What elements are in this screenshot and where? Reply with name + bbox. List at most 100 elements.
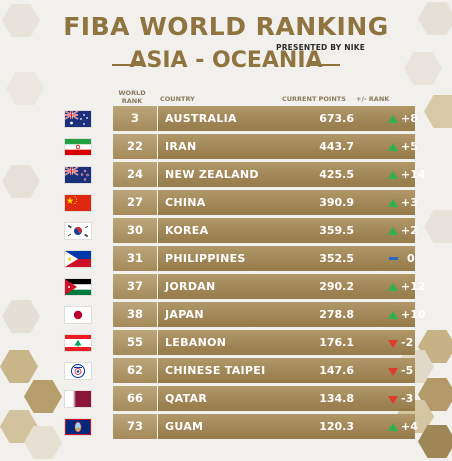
country-name: NEW ZEALAND [165, 168, 259, 181]
arrow-up-icon [388, 199, 398, 207]
current-points: 176.1 [319, 336, 354, 349]
current-points: 673.6 [319, 112, 354, 125]
arrow-down-icon [388, 340, 398, 348]
country-name: PHILIPPINES [165, 252, 246, 265]
row-data: AUSTRALIA 673.6 +8 [158, 106, 418, 131]
world-rank: 31 [113, 246, 157, 271]
row-data: QATAR 134.8 -3 [158, 386, 415, 411]
country-name: QATAR [165, 392, 208, 405]
current-points: 352.5 [319, 252, 354, 265]
current-points: 147.6 [319, 364, 354, 377]
philippines-flag [65, 251, 91, 267]
world-rank: 24 [113, 162, 157, 187]
rank-change: +5 [401, 140, 418, 153]
row-data: JORDAN 290.2 +12 [158, 274, 426, 299]
column-header-current-points: CURRENT POINTS [282, 95, 346, 103]
column-header-country: COUNTRY [160, 95, 195, 103]
world-rank: 66 [113, 386, 157, 411]
table-row: 62 CHINESE TAIPEI 147.6 -5 [57, 358, 415, 383]
row-data: KOREA 359.5 +2 [158, 218, 418, 243]
guam-flag [65, 419, 91, 435]
world-rank: 30 [113, 218, 157, 243]
current-points: 290.2 [319, 280, 354, 293]
hexagon-decoration [2, 165, 40, 198]
country-name: CHINA [165, 196, 206, 209]
country-name: KOREA [165, 224, 209, 237]
divider-right [308, 64, 340, 66]
arrow-up-icon [388, 283, 398, 291]
rank-change: 0 [407, 252, 415, 265]
row-data: CHINESE TAIPEI 147.6 -5 [158, 358, 415, 383]
rank-change: +3 [401, 196, 418, 209]
arrow-up-icon [388, 311, 398, 319]
page-title: FIBA WORLD RANKING [63, 12, 389, 41]
table-row: 3 AUSTRALIA 673.6 +8 [57, 106, 418, 131]
table-row: 55 LEBANON 176.1 -2 [57, 330, 415, 355]
row-data: IRAN 443.7 +5 [158, 134, 418, 159]
arrow-up-icon [388, 423, 398, 431]
rank-change: +10 [401, 308, 426, 321]
current-points: 120.3 [319, 420, 354, 433]
row-data: JAPAN 278.8 +10 [158, 302, 426, 327]
table-row: 27 CHINA 390.9 +3 [57, 190, 418, 215]
china-flag [65, 195, 91, 211]
table-row: 22 IRAN 443.7 +5 [57, 134, 418, 159]
row-data: GUAM 120.3 +4 [158, 414, 418, 439]
world-rank: 3 [113, 106, 157, 131]
current-points: 390.9 [319, 196, 354, 209]
country-name: AUSTRALIA [165, 112, 237, 125]
hexagon-decoration [404, 52, 442, 85]
world-rank: 38 [113, 302, 157, 327]
hexagon-decoration [6, 72, 44, 105]
country-name: JAPAN [165, 308, 204, 321]
rank-change: +8 [401, 112, 418, 125]
arrow-up-icon [388, 227, 398, 235]
row-data: NEW ZEALAND 425.5 +14 [158, 162, 426, 187]
rank-change: -2 [401, 336, 414, 349]
row-data: CHINA 390.9 +3 [158, 190, 418, 215]
table-row: 24 NEW ZEALAND 425.5 +14 [57, 162, 426, 187]
current-points: 443.7 [319, 140, 354, 153]
world-rank: 62 [113, 358, 157, 383]
hexagon-decoration [2, 300, 40, 333]
column-header-rank-change: +/- RANK [356, 95, 390, 103]
table-row: 37 JORDAN 290.2 +12 [57, 274, 426, 299]
table-row: 73 GUAM 120.3 +4 [57, 414, 418, 439]
world-rank: 55 [113, 330, 157, 355]
arrow-down-icon [388, 368, 398, 376]
world-rank: 22 [113, 134, 157, 159]
row-data: LEBANON 176.1 -2 [158, 330, 415, 355]
lebanon-flag [65, 335, 91, 351]
new-zealand-flag [65, 167, 91, 183]
jordan-flag [65, 279, 91, 295]
qatar-flag [65, 391, 91, 407]
current-points: 134.8 [319, 392, 354, 405]
rank-change: -5 [401, 364, 414, 377]
world-rank: 73 [113, 414, 157, 439]
rank-change: +12 [401, 280, 426, 293]
column-header-world-rank: WORLD RANK [118, 89, 146, 105]
rank-change: +4 [401, 420, 418, 433]
world-rank: 27 [113, 190, 157, 215]
table-row: 30 KOREA 359.5 +2 [57, 218, 418, 243]
row-data: PHILIPPINES 352.5 0 [158, 246, 415, 271]
rank-change: -3 [401, 392, 414, 405]
australia-flag [65, 111, 91, 127]
hexagon-decoration [0, 350, 38, 383]
table-row: 66 QATAR 134.8 -3 [57, 386, 415, 411]
current-points: 359.5 [319, 224, 354, 237]
arrow-up-icon [388, 115, 398, 123]
table-row: 38 JAPAN 278.8 +10 [57, 302, 426, 327]
rank-change: +2 [401, 224, 418, 237]
arrow-up-icon [388, 171, 398, 179]
japan-flag [65, 307, 91, 323]
region-title: ASIA - OCEANIA [129, 48, 323, 73]
current-points: 278.8 [319, 308, 354, 321]
table-row: 31 PHILIPPINES 352.5 0 [57, 246, 415, 271]
iran-flag [65, 139, 91, 155]
no-change-icon [389, 257, 398, 260]
world-rank: 37 [113, 274, 157, 299]
country-name: JORDAN [165, 280, 216, 293]
arrow-up-icon [388, 143, 398, 151]
rank-change: +14 [401, 168, 426, 181]
